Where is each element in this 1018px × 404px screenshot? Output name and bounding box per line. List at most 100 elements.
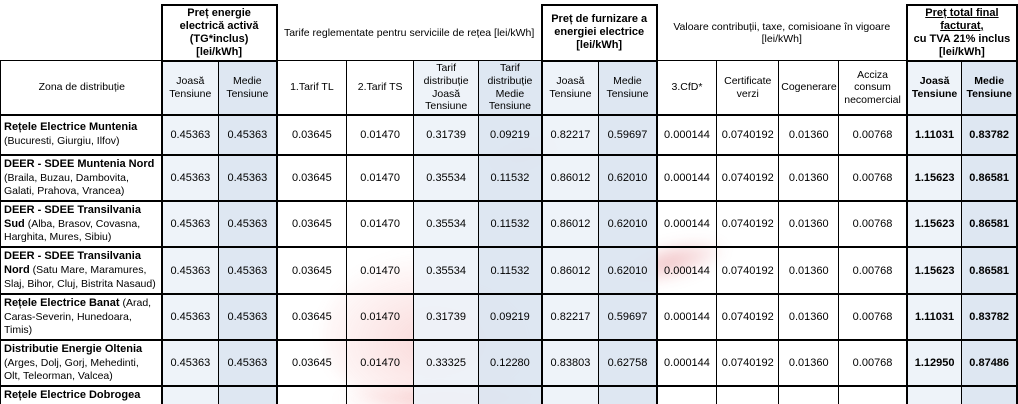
- value-cell: 1.11031: [905, 293, 963, 341]
- table-row: DEER - SDEE Transilvania Nord (Satu Mare…: [0, 246, 1018, 295]
- value-cell: 0.01360: [778, 153, 840, 202]
- value-cell: 0.000144: [655, 113, 718, 156]
- value-cell: 1.11031: [905, 385, 963, 404]
- value-cell: 0.00768: [838, 293, 908, 341]
- group-title-line1: Preț total final facturat,: [925, 7, 999, 32]
- value-cell: 0.83782: [961, 385, 1018, 404]
- value-cell: 0.0740192: [716, 293, 780, 341]
- group-unit: [lei/kWh]: [938, 45, 985, 58]
- group-header-row: Preț energie electrică activă (TG*inclus…: [1, 4, 1018, 62]
- table-row: DEER - SDEE Transilvania Sud (Alba, Bras…: [0, 199, 1018, 248]
- value-cell: 0.83782: [961, 293, 1018, 341]
- value-cell: 0.11532: [478, 153, 543, 202]
- value-cell: 0.45363: [160, 293, 220, 341]
- value-cell: 0.45363: [160, 246, 220, 295]
- column-header: Tarif distribuție Medie Tensiune: [478, 60, 543, 116]
- zone-name: DEER - SDEE Transilvania Sud: [4, 203, 141, 230]
- column-header: Joasă Tensiune: [905, 60, 963, 116]
- table-row: Distributie Energie Oltenia (Arges, Dolj…: [0, 339, 1018, 387]
- column-header: 2.Tarif TS: [346, 60, 415, 116]
- value-cell: 0.45363: [218, 339, 278, 387]
- zone-column-header: Zona de distribuție: [0, 60, 163, 116]
- value-cell: 0.03645: [275, 246, 348, 295]
- zone-name: Rețele Electrice Muntenia: [4, 121, 138, 134]
- zone-cell: DEER - SDEE Transilvania Nord (Satu Mare…: [0, 246, 163, 295]
- zone-regions: (Alba, Brasov, Covasna, Harghita, Mures,…: [4, 217, 141, 244]
- table-row: DEER - SDEE Muntenia Nord (Braila, Buzau…: [0, 153, 1018, 202]
- value-cell: 0.03645: [275, 385, 348, 404]
- zone-cell: Rețele Electrice Muntenia (Bucuresti, Gi…: [0, 113, 163, 156]
- group-unit: [lei/kWh]: [196, 45, 242, 58]
- group-title: Valoare contribuții, taxe, comisioane în…: [673, 20, 891, 45]
- zone-cell: DEER - SDEE Transilvania Sud (Alba, Bras…: [0, 199, 163, 248]
- group-header-energy-price: Preț energie electrică activă (TG*inclus…: [160, 4, 278, 62]
- value-cell: 0.01360: [778, 385, 840, 404]
- value-cell: 0.86581: [961, 153, 1018, 202]
- value-cell: 0.0740192: [716, 339, 780, 387]
- value-cell: 0.000144: [655, 246, 718, 295]
- column-header: 3.CfD*: [655, 60, 718, 116]
- value-cell: 0.00768: [838, 199, 908, 248]
- value-cell: 0.01470: [346, 246, 415, 295]
- value-cell: 0.03645: [275, 113, 348, 156]
- table-row: Rețele Electrice Muntenia (Bucuresti, Gi…: [0, 113, 1018, 156]
- value-cell: 0.0740192: [716, 153, 780, 202]
- group-title: Preț energie electrică activă (TG*inclus…: [179, 7, 259, 45]
- value-cell: 0.01360: [778, 113, 840, 156]
- value-cell: 0.0740192: [716, 113, 780, 156]
- table-row: Rețele Electrice Dobrogea (Calarași, Con…: [0, 385, 1018, 404]
- value-cell: 0.45363: [218, 385, 278, 404]
- zone-name: Rețele Electrice Banat: [4, 297, 120, 309]
- column-header: Cogenerare: [778, 60, 840, 116]
- zone-cell: DEER - SDEE Muntenia Nord (Braila, Buzau…: [0, 153, 163, 202]
- value-cell: 0.000144: [655, 293, 718, 341]
- value-cell: 0.82217: [540, 293, 600, 341]
- value-cell: 0.59697: [598, 113, 658, 156]
- value-cell: 0.00768: [838, 113, 908, 156]
- value-cell: 0.45363: [160, 153, 220, 202]
- value-cell: 0.01360: [778, 199, 840, 248]
- group-header-total-final-price: Preț total final facturat, cu TVA 21% in…: [905, 4, 1018, 62]
- value-cell: 0.31739: [413, 113, 480, 156]
- group-title-line2: cu TVA 21% inclus: [913, 32, 1011, 45]
- column-header: Acciza consum necomercial: [838, 60, 908, 116]
- column-header-row: Zona de distribuție Joasă Tensiune Medie …: [0, 60, 1018, 116]
- value-cell: 0.12280: [478, 339, 543, 387]
- zone-name: DEER - SDEE Transilvania Nord: [4, 250, 141, 277]
- column-header: Tarif distribuție Joasă Tensiune: [413, 60, 480, 116]
- value-cell: 0.09219: [478, 385, 543, 404]
- value-cell: 0.82217: [540, 113, 600, 156]
- value-cell: 0.35534: [413, 246, 480, 295]
- value-cell: 0.82217: [540, 385, 600, 404]
- group-header-taxes-contributions: Valoare contribuții, taxe, comisioane în…: [655, 5, 908, 62]
- value-cell: 0.59697: [598, 385, 658, 404]
- zone-regions: (Satu Mare, Maramures, Slaj, Bihor, Cluj…: [4, 264, 156, 290]
- value-cell: 0.09219: [478, 113, 543, 156]
- value-cell: 0.11532: [478, 246, 543, 295]
- value-cell: 0.01360: [778, 246, 840, 295]
- value-cell: 0.86012: [540, 246, 600, 295]
- value-cell: 0.45363: [218, 246, 278, 295]
- value-cell: 0.01360: [778, 339, 840, 387]
- value-cell: 0.45363: [218, 113, 278, 156]
- group-title: Preț de furnizare a energiei electrice: [551, 13, 648, 39]
- column-header: Medie Tensiune: [218, 60, 278, 116]
- column-header: Medie Tensiune: [961, 60, 1018, 116]
- value-cell: 0.0740192: [716, 246, 780, 295]
- zone-cell: Rețele Electrice Dobrogea (Calarași, Con…: [0, 385, 163, 404]
- value-cell: 0.01470: [346, 385, 415, 404]
- value-cell: 0.01470: [346, 293, 415, 341]
- value-cell: 0.01470: [346, 153, 415, 202]
- value-cell: 0.00768: [838, 153, 908, 202]
- value-cell: 0.62010: [598, 246, 658, 295]
- column-header: Joasă Tensiune: [160, 60, 220, 116]
- zone-cell: Rețele Electrice Banat (Arad, Caras-Seve…: [0, 293, 163, 341]
- value-cell: 0.000144: [655, 339, 718, 387]
- value-cell: 0.35534: [413, 199, 480, 248]
- value-cell: 0.86581: [961, 199, 1018, 248]
- value-cell: 0.03645: [275, 339, 348, 387]
- value-cell: 0.01360: [778, 293, 840, 341]
- value-cell: 1.11031: [905, 113, 963, 156]
- column-header: Joasă Tensiune: [540, 60, 600, 116]
